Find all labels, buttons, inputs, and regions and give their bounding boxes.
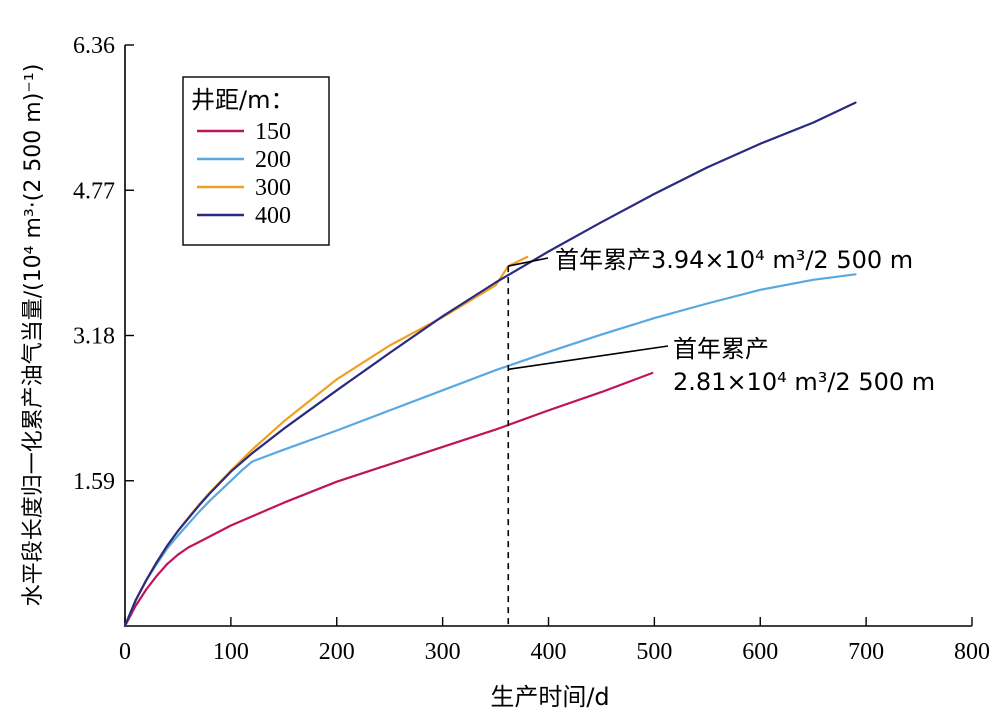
x-tick-label: 400 <box>531 639 567 665</box>
legend-title: 井距/m： <box>191 86 294 114</box>
x-tick-label: 200 <box>319 639 355 665</box>
series-line-150 <box>123 371 654 628</box>
x-tick-label: 800 <box>954 639 990 665</box>
y-axis-title: 水平段长度归一化累产油气当量/(10⁴ m³·(2 500 m)⁻¹) <box>21 64 46 607</box>
y-tick-label: 4.77 <box>73 178 115 204</box>
series-line-300 <box>123 255 529 628</box>
annotation-2-line-2: 2.81×10⁴ m³/2 500 m <box>673 368 935 396</box>
series-line-200 <box>123 273 857 628</box>
x-tick-label: 100 <box>213 639 249 665</box>
x-tick-label: 500 <box>636 639 672 665</box>
series-line-400 <box>123 101 857 628</box>
legend-label-150: 150 <box>255 119 291 145</box>
annotation-leader-2 <box>508 345 669 371</box>
x-tick-label: 300 <box>425 639 461 665</box>
y-tick-label: 6.36 <box>73 33 115 59</box>
x-axis-title: 生产时间/d <box>490 683 609 711</box>
series-layer <box>123 101 857 628</box>
y-tick-label: 3.18 <box>73 324 115 350</box>
y-tick-label: 1.59 <box>73 469 115 495</box>
legend-box <box>182 76 330 246</box>
legend-label-400: 400 <box>255 203 291 229</box>
x-tick-label: 700 <box>848 639 884 665</box>
x-tick-label: 600 <box>742 639 778 665</box>
legend-label-200: 200 <box>255 147 291 173</box>
annotation-leader-1 <box>508 257 549 267</box>
x-tick-label: 0 <box>119 639 131 665</box>
annotation-1-text: 首年累产3.94×10⁴ m³/2 500 m <box>555 246 913 274</box>
legend-label-300: 300 <box>255 175 291 201</box>
annotation-2-line-1: 首年累产 <box>673 335 769 363</box>
annotation-layer: 首年累产3.94×10⁴ m³/2 500 m 首年累产 2.81×10⁴ m³/2… <box>508 246 935 396</box>
axes: 0 100 200 300 400 500 600 700 8001.593.184.776.3… <box>73 33 990 665</box>
